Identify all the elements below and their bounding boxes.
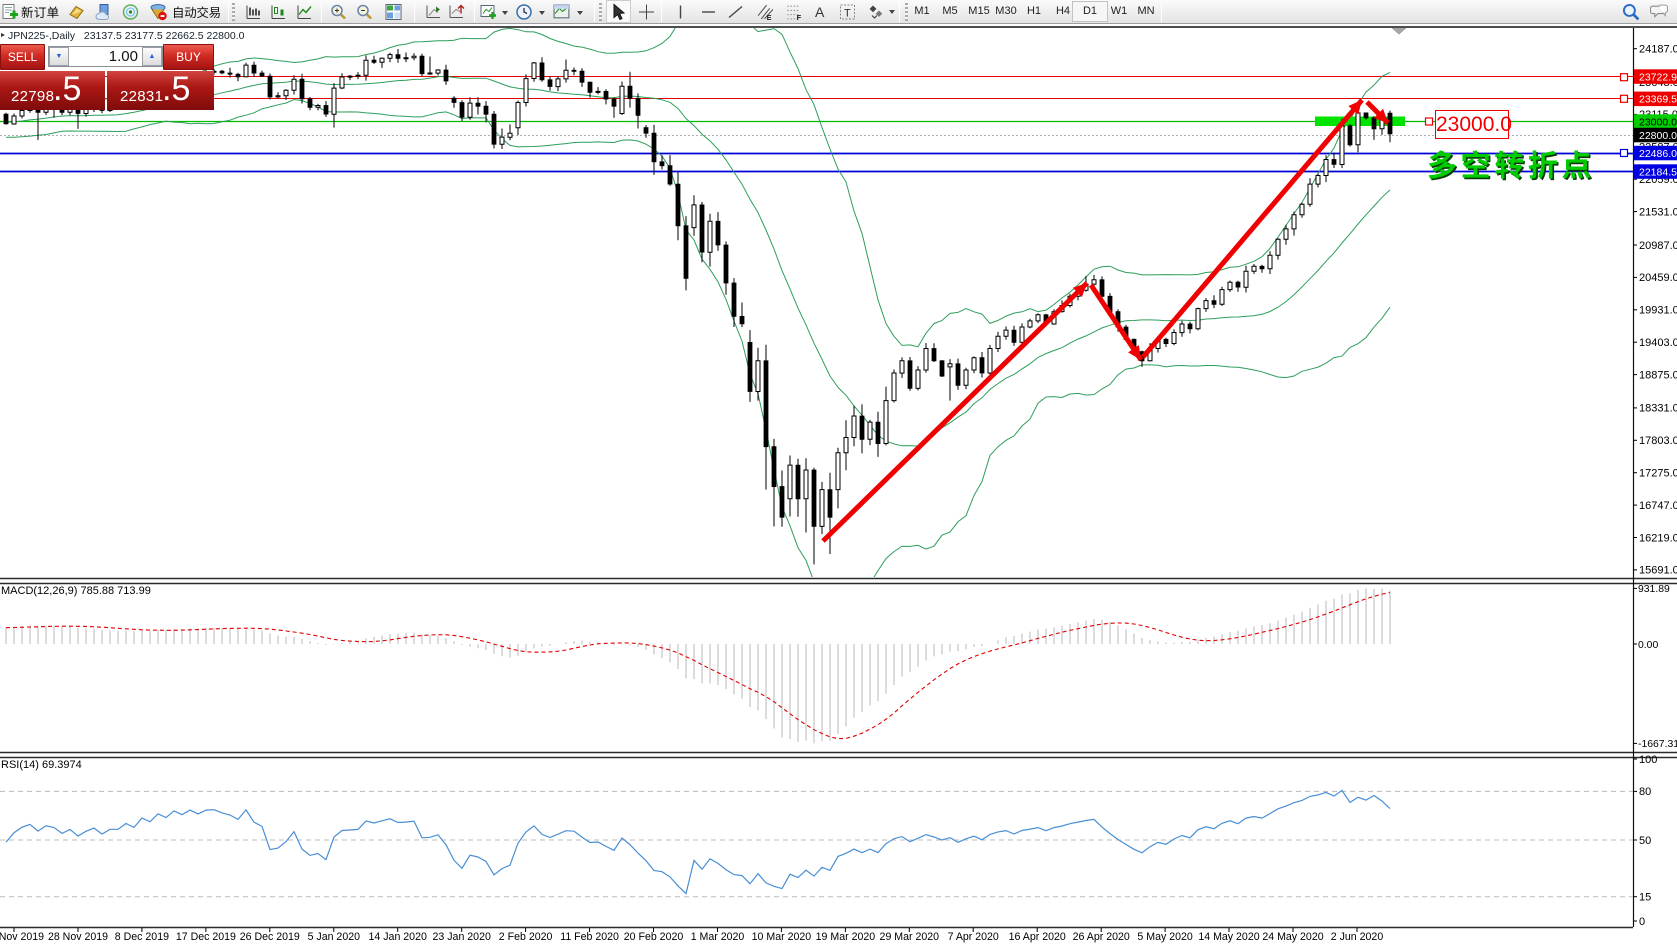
svg-text:19 Mar 2020: 19 Mar 2020	[816, 931, 876, 943]
svg-text:22184.5: 22184.5	[1639, 166, 1677, 178]
svg-text:10 Mar 2020: 10 Mar 2020	[752, 931, 812, 943]
svg-text:T: T	[844, 8, 851, 20]
svg-text:20459.0: 20459.0	[1639, 272, 1677, 284]
svg-text:14 May 2020: 14 May 2020	[1198, 931, 1259, 943]
svg-text:931.89: 931.89	[1638, 584, 1670, 595]
svg-text:23000.0: 23000.0	[1639, 116, 1677, 128]
svg-text:0.00: 0.00	[1638, 640, 1658, 651]
svg-text:16 Apr 2020: 16 Apr 2020	[1009, 931, 1066, 943]
svg-text:29 Mar 2020: 29 Mar 2020	[880, 931, 940, 943]
svg-text:14 Jan 2020: 14 Jan 2020	[369, 931, 427, 943]
svg-text:15691.0: 15691.0	[1639, 565, 1677, 577]
svg-text:7 Apr 2020: 7 Apr 2020	[948, 931, 999, 943]
svg-text:28 Nov 2019: 28 Nov 2019	[48, 931, 108, 943]
svg-text:22486.0: 22486.0	[1639, 148, 1677, 160]
svg-text:23722.9: 23722.9	[1639, 71, 1677, 83]
svg-text:26 Apr 2020: 26 Apr 2020	[1073, 931, 1130, 943]
svg-text:1 Mar 2020: 1 Mar 2020	[691, 931, 745, 943]
svg-text:17803.0: 17803.0	[1639, 435, 1677, 447]
svg-text:21531.0: 21531.0	[1639, 206, 1677, 218]
svg-text:80: 80	[1639, 786, 1651, 798]
svg-text:23 Jan 2020: 23 Jan 2020	[433, 931, 491, 943]
svg-text:100: 100	[1639, 754, 1657, 766]
svg-text:20987.0: 20987.0	[1639, 240, 1677, 252]
svg-text:5 May 2020: 5 May 2020	[1137, 931, 1192, 943]
svg-text:18875.0: 18875.0	[1639, 369, 1677, 381]
svg-text:50: 50	[1639, 835, 1651, 847]
svg-text:17275.0: 17275.0	[1639, 468, 1677, 480]
svg-text:15: 15	[1639, 892, 1651, 904]
svg-text:22800.0: 22800.0	[1639, 130, 1677, 142]
svg-text:19 Nov 2019: 19 Nov 2019	[0, 931, 44, 943]
svg-text:E: E	[767, 13, 772, 21]
svg-text:8 Dec 2019: 8 Dec 2019	[115, 931, 169, 943]
svg-text:17 Dec 2019: 17 Dec 2019	[176, 931, 236, 943]
svg-text:24 May 2020: 24 May 2020	[1262, 931, 1323, 943]
svg-text:16219.0: 16219.0	[1639, 532, 1677, 544]
svg-text:MACD(12,26,9) 785.88 713.99: MACD(12,26,9) 785.88 713.99	[1, 585, 151, 597]
svg-text:2 Feb 2020: 2 Feb 2020	[499, 931, 553, 943]
svg-text:20 Feb 2020: 20 Feb 2020	[624, 931, 684, 943]
svg-text:11 Feb 2020: 11 Feb 2020	[560, 931, 619, 943]
svg-text:RSI(14) 69.3974: RSI(14) 69.3974	[1, 759, 82, 771]
svg-text:F: F	[797, 13, 802, 21]
svg-text:19931.0: 19931.0	[1639, 305, 1677, 317]
svg-text:5 Jan 2020: 5 Jan 2020	[308, 931, 361, 943]
svg-text:0: 0	[1639, 916, 1645, 928]
svg-text:19403.0: 19403.0	[1639, 337, 1677, 349]
svg-text:16747.0: 16747.0	[1639, 500, 1677, 512]
svg-text:23369.5: 23369.5	[1639, 94, 1677, 106]
svg-text:2 Jun 2020: 2 Jun 2020	[1331, 931, 1384, 943]
svg-text:-1667.31: -1667.31	[1638, 739, 1677, 750]
svg-text:26 Dec 2019: 26 Dec 2019	[240, 931, 300, 943]
svg-text:24187.0: 24187.0	[1639, 44, 1677, 56]
svg-text:18331.0: 18331.0	[1639, 403, 1677, 415]
